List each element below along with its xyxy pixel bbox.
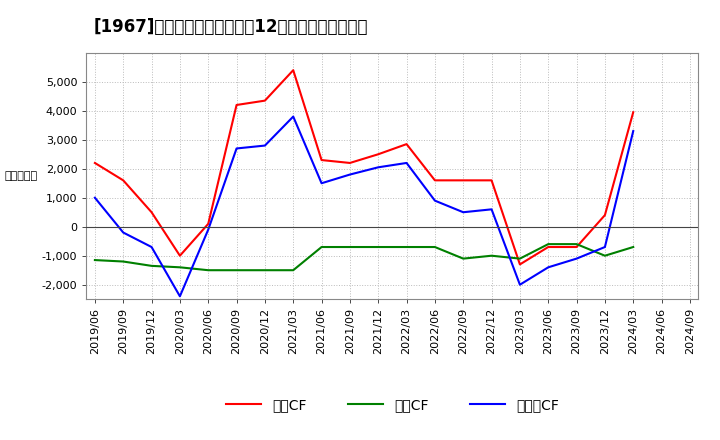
フリーCF [544, 265, 552, 270]
フリーCF [431, 198, 439, 203]
営業CF [487, 178, 496, 183]
フリーCF [402, 160, 411, 165]
投資CF [402, 244, 411, 249]
フリーCF [148, 244, 156, 249]
フリーCF [233, 146, 241, 151]
投資CF [487, 253, 496, 258]
Legend: 営業CF, 投資CF, フリーCF: 営業CF, 投資CF, フリーCF [220, 392, 564, 418]
フリーCF [261, 143, 269, 148]
投資CF [600, 253, 609, 258]
フリーCF [91, 195, 99, 200]
営業CF [629, 110, 637, 115]
フリーCF [119, 230, 127, 235]
投資CF [544, 242, 552, 247]
投資CF [176, 265, 184, 270]
投資CF [572, 242, 581, 247]
フリーCF [516, 282, 524, 287]
営業CF [516, 262, 524, 267]
営業CF [346, 160, 354, 165]
営業CF [119, 178, 127, 183]
営業CF [402, 142, 411, 147]
投資CF [318, 244, 326, 249]
営業CF [204, 221, 212, 227]
営業CF [176, 253, 184, 258]
営業CF [318, 158, 326, 163]
営業CF [91, 160, 99, 165]
フリーCF [572, 256, 581, 261]
フリーCF [600, 244, 609, 249]
投資CF [374, 244, 382, 249]
フリーCF [629, 128, 637, 134]
営業CF [431, 178, 439, 183]
フリーCF [318, 180, 326, 186]
Line: 営業CF: 営業CF [95, 70, 633, 264]
投資CF [148, 263, 156, 268]
投資CF [459, 256, 467, 261]
営業CF [374, 152, 382, 157]
フリーCF [346, 172, 354, 177]
Line: 投資CF: 投資CF [95, 244, 633, 270]
営業CF [148, 209, 156, 215]
フリーCF [176, 293, 184, 299]
投資CF [516, 256, 524, 261]
投資CF [289, 268, 297, 273]
営業CF [572, 244, 581, 249]
フリーCF [374, 165, 382, 170]
Y-axis label: （百万円）: （百万円） [4, 171, 37, 181]
投資CF [233, 268, 241, 273]
営業CF [600, 213, 609, 218]
フリーCF [487, 207, 496, 212]
フリーCF [204, 227, 212, 232]
営業CF [289, 68, 297, 73]
Text: [1967]　キャッシュフローの12か月移動合計の推移: [1967] キャッシュフローの12か月移動合計の推移 [94, 18, 368, 36]
営業CF [459, 178, 467, 183]
Line: フリーCF: フリーCF [95, 117, 633, 296]
フリーCF [289, 114, 297, 119]
投資CF [261, 268, 269, 273]
投資CF [204, 268, 212, 273]
営業CF [544, 244, 552, 249]
投資CF [431, 244, 439, 249]
投資CF [629, 244, 637, 249]
営業CF [233, 103, 241, 108]
投資CF [119, 259, 127, 264]
投資CF [346, 244, 354, 249]
フリーCF [459, 209, 467, 215]
営業CF [261, 98, 269, 103]
投資CF [91, 257, 99, 263]
